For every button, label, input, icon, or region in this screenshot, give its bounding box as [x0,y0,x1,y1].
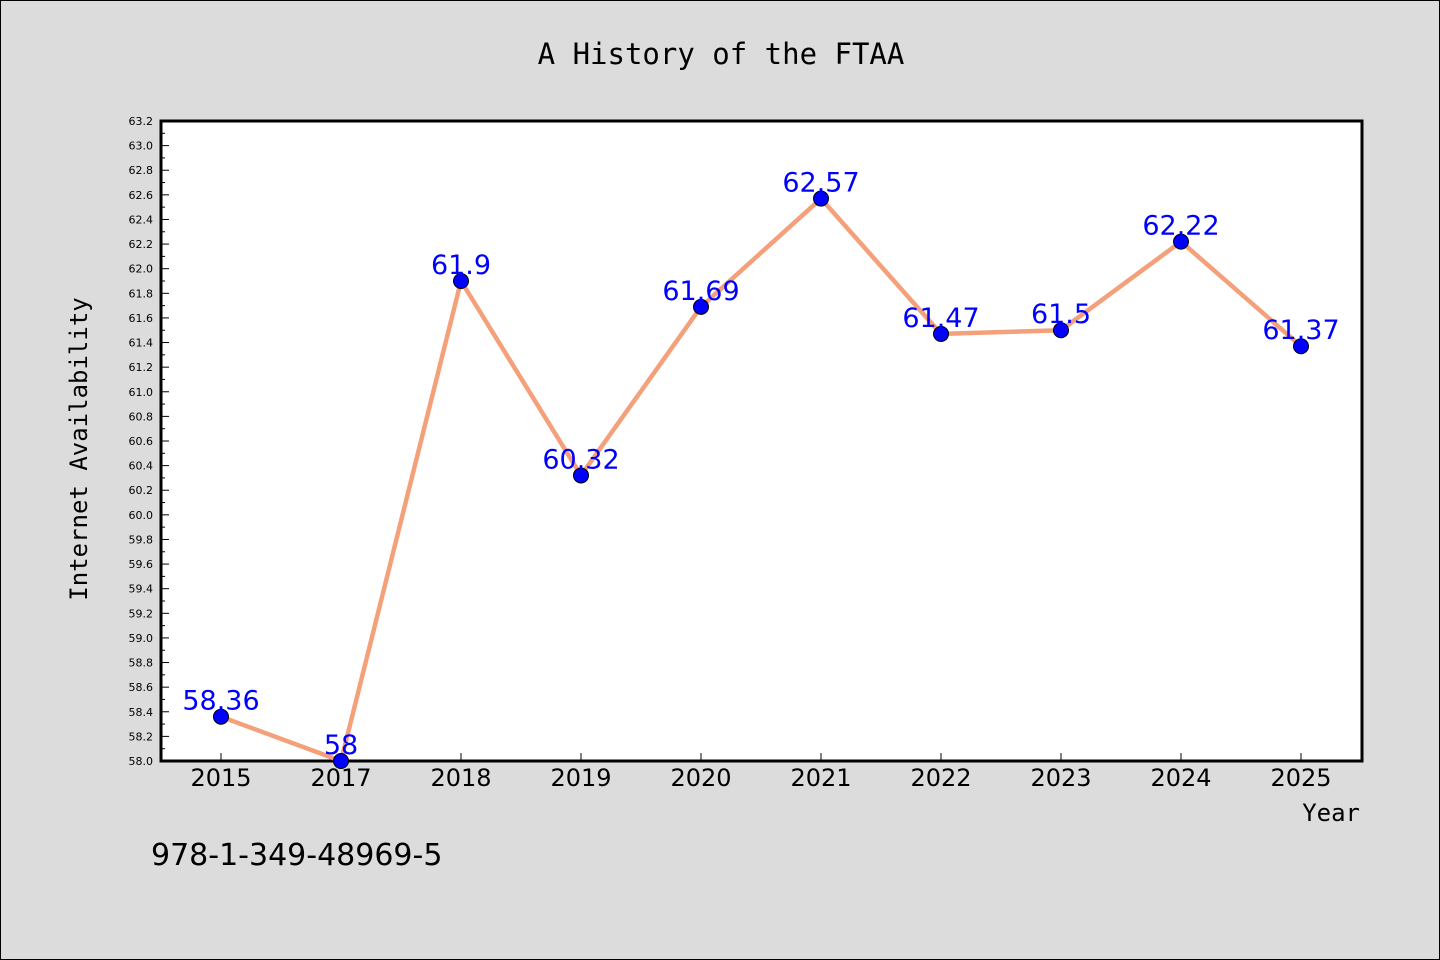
y-tick-label: 58.4 [129,706,154,719]
x-tick-label: 2018 [430,764,491,792]
y-tick-label: 60.4 [129,460,154,473]
data-point [813,190,829,207]
y-tick-label: 61.8 [129,287,154,300]
footer-code: 978-1-349-48969-5 [151,838,442,873]
y-tick-label: 60.6 [129,435,154,448]
y-tick-label: 58.8 [129,657,154,670]
x-tick-label: 2020 [670,764,731,792]
x-tick-label: 2021 [790,764,851,792]
data-label: 61.37 [1262,315,1339,346]
data-point [933,325,949,342]
y-tick-label: 61.6 [129,312,154,325]
data-label: 61.69 [662,276,739,307]
y-tick-label: 61.4 [129,337,154,350]
y-tick-label: 61.2 [129,361,154,374]
y-tick-label: 59.0 [129,632,154,645]
data-label: 60.32 [542,444,619,475]
y-axis-ticks: 58.0 58.2 58.4 58.6 58.8 59.0 59.2 59.4 59.6 59.8… [129,115,169,768]
x-axis-ticks: 2015 2017 2018 2019 2020 2021 2022 2023 2024 2025 [190,753,1332,792]
data-point [693,298,709,315]
y-tick-label: 59.6 [129,558,154,571]
x-tick-label: 2023 [1030,764,1091,792]
data-point [1293,338,1309,355]
x-tick-label: 2024 [1150,764,1211,792]
y-tick-label: 62.4 [129,213,154,226]
y-tick-label: 59.8 [129,533,154,546]
series-line [218,196,1304,764]
y-tick-label: 60.0 [129,509,154,522]
data-point [1053,322,1069,339]
data-label: 62.22 [1142,211,1219,242]
x-tick-label: 2019 [550,764,611,792]
y-tick-label: 62.6 [129,189,154,202]
data-point [213,708,229,725]
x-tick-label: 2025 [1270,764,1331,792]
data-point [453,273,469,289]
data-point [573,467,589,484]
y-tick-label: 60.8 [129,410,154,423]
y-tick-label: 62.0 [129,263,154,276]
data-label: 61.47 [902,303,979,334]
y-tick-label: 61.0 [129,386,154,399]
y-tick-label: 62.8 [129,164,154,177]
data-label: 58 [324,730,358,761]
data-label: 61.5 [1031,299,1091,330]
y-axis-label: Internet Availability [65,297,93,600]
y-tick-label: 63.0 [129,140,154,153]
data-label: 62.57 [782,168,859,199]
y-tick-label: 62.2 [129,238,154,251]
x-axis-label: Year [1302,799,1360,827]
y-tick-label: 58.6 [129,681,154,694]
data-labels: 58.36 58 61.9 60.32 61.69 62.57 61.47 61.5 62.22… [182,168,1339,761]
y-tick-label: 58.2 [129,730,154,743]
data-label: 61.9 [431,250,491,281]
x-tick-label: 2022 [910,764,971,792]
data-label: 58.36 [182,686,259,717]
y-tick-label: 58.0 [129,755,154,768]
y-tick-label: 59.2 [129,607,154,620]
y-tick-label: 60.2 [129,484,154,497]
x-tick-label: 2015 [190,764,251,792]
data-point [333,753,349,769]
y-tick-label: 59.4 [129,583,154,596]
data-point [1173,233,1189,250]
data-markers [213,190,1309,769]
series-line-group [218,196,1304,764]
y-tick-label: 63.2 [129,115,154,128]
chart-title: A History of the FTAA [538,37,905,71]
plot-area [159,119,1364,763]
